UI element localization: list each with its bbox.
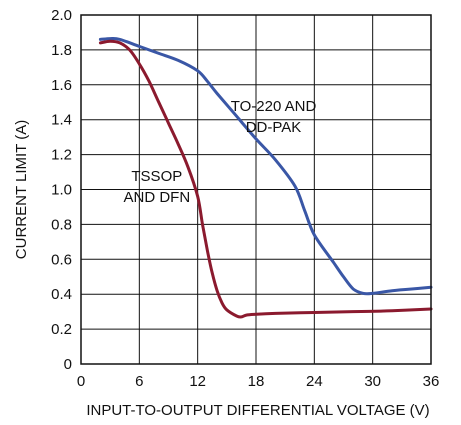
- y-tick-label: 1.0: [51, 182, 72, 199]
- x-tick-label: 18: [248, 373, 265, 390]
- y-tick-label: 1.4: [51, 112, 72, 129]
- annotations: TO-220 AND DD-PAK TSSOP AND DFN: [123, 98, 316, 206]
- x-axis-label: INPUT-TO-OUTPUT DIFFERENTIAL VOLTAGE (V): [86, 402, 429, 419]
- grid: [81, 15, 431, 364]
- series-annotation: TO-220 AND DD-PAK: [231, 98, 317, 136]
- y-tick-label: 1.6: [51, 77, 72, 94]
- series-line-tssop-dfn: [98, 39, 433, 319]
- y-tick-label: 0.2: [51, 321, 72, 338]
- y-tick-label: 0: [64, 356, 72, 373]
- series-lines: [98, 37, 433, 319]
- y-tick-label: 2.0: [51, 7, 72, 24]
- x-tick-label: 0: [77, 373, 85, 390]
- y-tick-label: 0.8: [51, 216, 72, 233]
- tick-labels: 0 6 12 18 24 30 36 0 0.2 0.4 0.6 0.8 1.0 1.2 1.4 1.6 1.8…: [51, 7, 439, 390]
- y-tick-label: 1.8: [51, 42, 72, 59]
- y-axis-label: CURRENT LIMIT (A): [13, 120, 30, 259]
- y-tick-label: 0.6: [51, 251, 72, 268]
- y-tick-label: 1.2: [51, 147, 72, 164]
- y-tick-label: 0.4: [51, 286, 72, 303]
- x-tick-label: 30: [364, 373, 381, 390]
- series-line-to220-ddpak: [98, 37, 433, 296]
- plot-frame: [80, 14, 432, 365]
- x-tick-label: 6: [135, 373, 143, 390]
- series-annotation: TSSOP AND DFN: [123, 168, 190, 206]
- x-tick-label: 12: [189, 373, 206, 390]
- x-tick-label: 24: [306, 373, 323, 390]
- x-tick-label: 36: [423, 373, 440, 390]
